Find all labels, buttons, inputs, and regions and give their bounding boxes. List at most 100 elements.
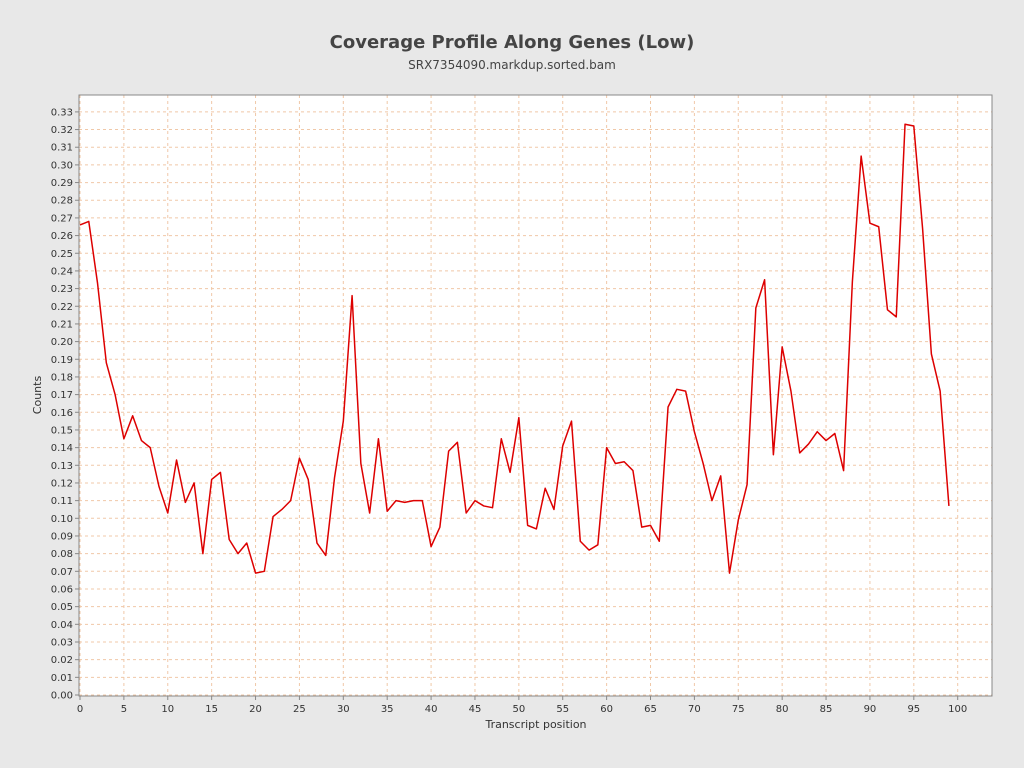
data-point	[482, 504, 485, 507]
y-tick-label: 0.06	[51, 584, 73, 595]
y-tick-label: 0.08	[51, 549, 73, 560]
data-point	[131, 414, 134, 417]
data-point	[579, 540, 582, 543]
data-point	[254, 572, 257, 575]
data-point	[798, 451, 801, 454]
data-point	[781, 345, 784, 348]
data-point	[122, 437, 125, 440]
plot-background	[79, 95, 992, 696]
grid	[79, 95, 992, 696]
x-tick-label: 85	[820, 704, 833, 715]
data-point	[939, 390, 942, 393]
y-tick-label: 0.03	[51, 637, 73, 648]
data-point	[754, 307, 757, 310]
data-point	[236, 552, 239, 555]
x-tick-label: 65	[644, 704, 657, 715]
data-point	[289, 499, 292, 502]
data-point	[430, 545, 433, 548]
data-point	[447, 450, 450, 453]
x-tick-label: 60	[600, 704, 613, 715]
x-tick-label: 10	[161, 704, 174, 715]
data-point	[772, 453, 775, 456]
data-point	[596, 543, 599, 546]
data-point	[658, 540, 661, 543]
data-point	[491, 506, 494, 509]
y-tick-label: 0.13	[51, 461, 73, 472]
data-point	[517, 416, 520, 419]
data-point	[307, 478, 310, 481]
data-point	[140, 439, 143, 442]
y-tick-label: 0.18	[51, 372, 73, 383]
data-point	[816, 430, 819, 433]
x-tick-label: 0	[77, 704, 83, 715]
data-point	[272, 515, 275, 518]
x-tick-label: 45	[469, 704, 482, 715]
data-point	[886, 308, 889, 311]
plot-border	[78, 94, 993, 697]
data-point	[614, 462, 617, 465]
data-point	[877, 225, 880, 228]
data-point	[201, 552, 204, 555]
y-tick-label: 0.24	[51, 266, 73, 277]
x-tick-label: 50	[512, 704, 525, 715]
x-tick-label: 75	[732, 704, 745, 715]
y-tick-label: 0.28	[51, 196, 73, 207]
data-point	[746, 483, 749, 486]
data-point	[649, 524, 652, 527]
y-tick-label: 0.00	[51, 691, 73, 702]
ticks: 0.00 0.01 0.02 0.03 0.04 0.05 0.06 0.07 0.08 0.09…	[51, 107, 968, 715]
data-point	[842, 469, 845, 472]
data-point	[904, 123, 907, 126]
data-point	[228, 538, 231, 541]
x-tick-label: 100	[948, 704, 967, 715]
data-point	[157, 485, 160, 488]
data-point	[526, 524, 529, 527]
data-point	[737, 519, 740, 522]
data-point	[561, 444, 564, 447]
x-tick-label: 80	[776, 704, 789, 715]
data-point	[860, 155, 863, 158]
data-point	[421, 499, 424, 502]
y-tick-label: 0.17	[51, 390, 73, 401]
data-point	[719, 474, 722, 477]
data-point	[193, 481, 196, 484]
data-point	[605, 446, 608, 449]
data-point	[184, 501, 187, 504]
data-point	[465, 512, 468, 515]
data-point	[438, 526, 441, 529]
data-point	[667, 405, 670, 408]
data-point	[333, 476, 336, 479]
data-point	[473, 499, 476, 502]
data-point	[921, 227, 924, 230]
data-point	[912, 125, 915, 128]
y-tick-label: 0.15	[51, 425, 73, 436]
chart-subtitle: SRX7354090.markdup.sorted.bam	[408, 58, 616, 72]
x-tick-label: 95	[907, 704, 920, 715]
data-point	[588, 549, 591, 552]
x-tick-label: 40	[425, 704, 438, 715]
data-point	[509, 471, 512, 474]
x-tick-label: 5	[121, 704, 127, 715]
data-point	[544, 487, 547, 490]
data-point	[351, 294, 354, 297]
data-point	[728, 572, 731, 575]
y-tick-label: 0.16	[51, 408, 73, 419]
y-tick-label: 0.02	[51, 655, 73, 666]
y-tick-label: 0.32	[51, 125, 73, 136]
data-point	[359, 462, 362, 465]
data-point	[403, 501, 406, 504]
x-tick-label: 30	[337, 704, 350, 715]
y-tick-label: 0.05	[51, 602, 73, 613]
data-point	[763, 278, 766, 281]
data-point	[456, 441, 459, 444]
data-point	[693, 430, 696, 433]
data-point	[368, 512, 371, 515]
data-point	[789, 390, 792, 393]
x-tick-label: 25	[293, 704, 306, 715]
data-point	[500, 437, 503, 440]
data-point	[675, 388, 678, 391]
y-tick-label: 0.23	[51, 284, 73, 295]
y-tick-label: 0.20	[51, 337, 73, 348]
data-point	[210, 478, 213, 481]
data-point	[377, 437, 380, 440]
